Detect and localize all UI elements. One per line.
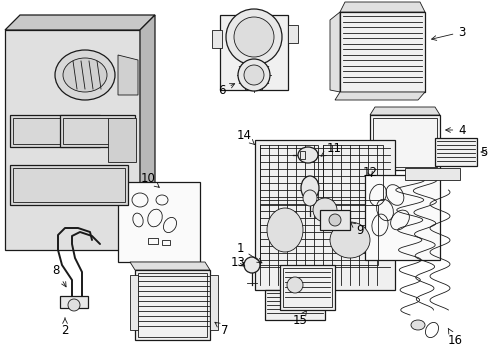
Text: 4: 4 [445, 123, 465, 136]
Text: 11: 11 [321, 141, 341, 156]
Bar [280, 265, 334, 310]
Bar [13, 118, 97, 144]
Ellipse shape [238, 59, 269, 91]
Bar [212, 30, 222, 48]
Bar [209, 275, 218, 330]
Text: 5: 5 [479, 145, 487, 158]
Ellipse shape [244, 65, 264, 85]
Bar [130, 275, 138, 330]
Bar [63, 118, 132, 144]
Ellipse shape [68, 299, 80, 311]
Text: 6: 6 [218, 84, 234, 96]
Text: 9: 9 [350, 222, 363, 237]
Ellipse shape [329, 222, 369, 258]
Bar [404, 168, 459, 180]
Bar [434, 138, 476, 166]
Polygon shape [334, 92, 424, 100]
Bar [287, 25, 297, 43]
Bar [264, 290, 325, 320]
Bar [254, 140, 394, 290]
Bar [319, 210, 349, 230]
Text: 1: 1 [236, 242, 262, 263]
Ellipse shape [225, 9, 282, 65]
Bar [60, 296, 88, 308]
Bar [364, 175, 439, 260]
Bar [138, 273, 206, 337]
Ellipse shape [303, 190, 316, 206]
Ellipse shape [410, 320, 424, 330]
Bar [220, 15, 287, 90]
Text: 15: 15 [292, 311, 307, 327]
Bar [283, 268, 331, 307]
Text: 13: 13 [230, 256, 245, 269]
Polygon shape [140, 15, 155, 250]
Ellipse shape [301, 176, 318, 200]
Text: 16: 16 [447, 328, 462, 346]
Ellipse shape [312, 198, 336, 222]
Text: 2: 2 [61, 318, 69, 337]
Bar [162, 240, 170, 245]
Bar [135, 270, 209, 340]
Bar [118, 182, 200, 262]
Bar [323, 145, 382, 200]
Bar [108, 118, 136, 162]
Bar [260, 205, 377, 265]
Ellipse shape [55, 50, 115, 100]
Bar [10, 165, 128, 205]
Bar [372, 118, 436, 167]
Text: 8: 8 [52, 264, 66, 287]
Text: 12: 12 [362, 166, 377, 179]
Ellipse shape [244, 257, 260, 273]
Ellipse shape [286, 277, 303, 293]
Polygon shape [5, 15, 155, 30]
Polygon shape [369, 107, 439, 115]
Text: 14: 14 [236, 129, 254, 144]
Bar [10, 115, 100, 147]
Ellipse shape [328, 214, 340, 226]
Text: 7: 7 [215, 322, 228, 337]
Ellipse shape [234, 17, 273, 57]
Polygon shape [329, 12, 339, 92]
Polygon shape [130, 262, 209, 270]
Bar [299, 151, 305, 159]
Polygon shape [118, 55, 138, 95]
Bar [369, 115, 439, 170]
Bar [60, 115, 135, 147]
Ellipse shape [266, 208, 303, 252]
Bar [148, 238, 158, 244]
Ellipse shape [63, 58, 107, 92]
Bar [260, 145, 317, 200]
Polygon shape [5, 30, 140, 250]
Ellipse shape [297, 147, 317, 163]
Polygon shape [339, 2, 424, 12]
Text: 10: 10 [140, 171, 159, 188]
Text: 3: 3 [431, 26, 465, 40]
Bar [13, 168, 125, 202]
Bar [339, 12, 424, 92]
